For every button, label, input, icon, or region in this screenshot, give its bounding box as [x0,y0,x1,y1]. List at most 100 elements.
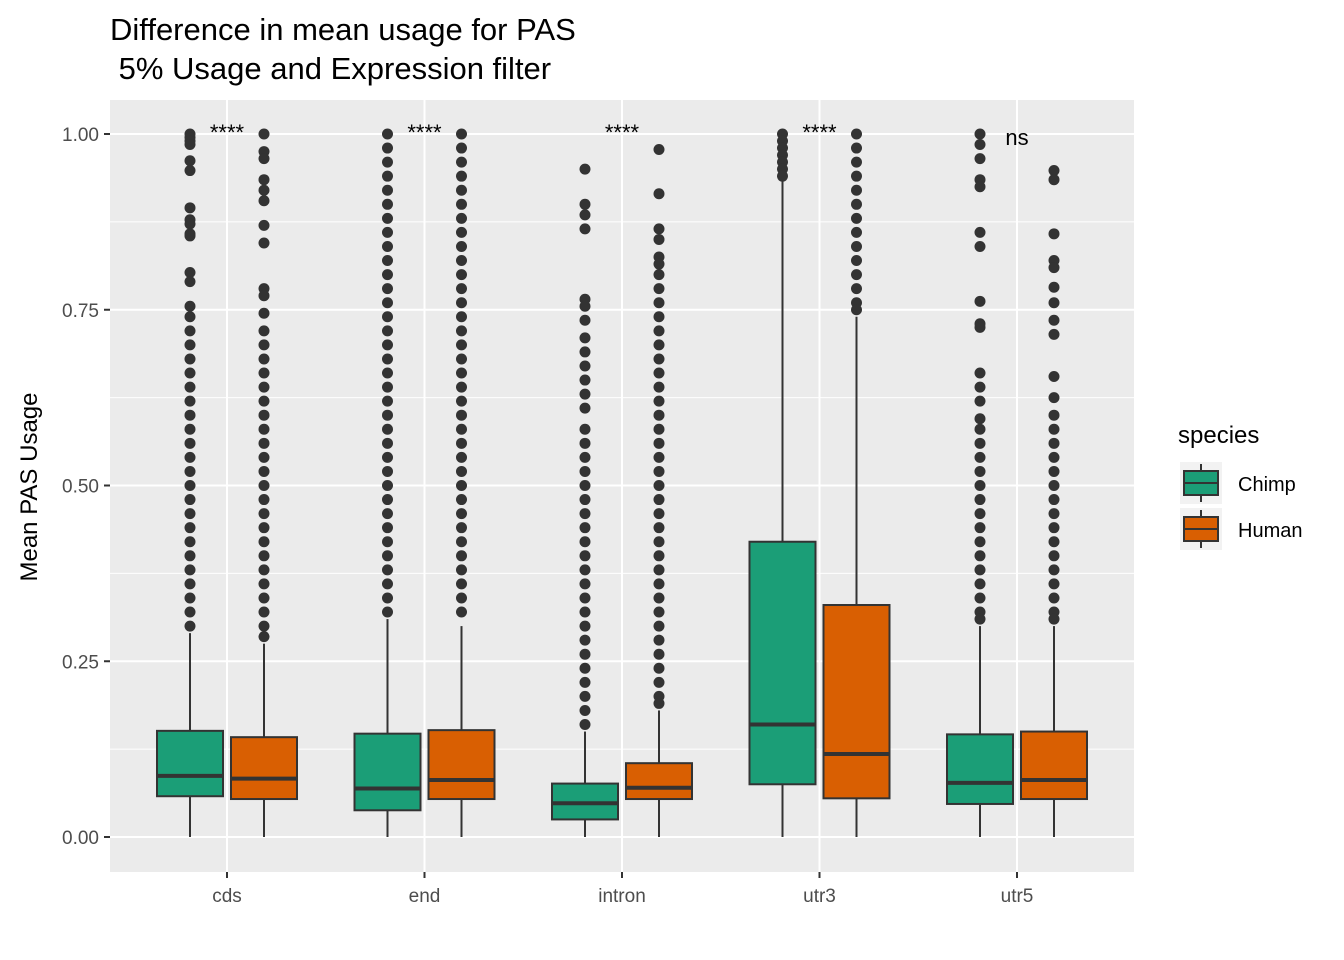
outlier-point [1048,297,1060,309]
outlier-point [653,409,665,421]
outlier-point [653,550,665,562]
outlier-point [974,181,986,193]
outlier-point [258,592,270,604]
outlier-point [382,437,393,449]
outlier-point [851,304,862,316]
outlier-point [851,269,862,281]
box-body [748,540,817,786]
outlier-point [456,198,467,210]
outlier-point [382,184,393,196]
legend-title: species [1178,422,1259,449]
outlier-point [382,339,393,351]
outlier-point [184,218,196,230]
outlier-point [974,451,986,463]
significance-label: ns [1005,125,1028,150]
outlier-point [382,226,393,238]
box-chimp-intron [551,163,619,837]
outlier-point [382,578,393,590]
outlier-point [382,381,393,393]
outlier-point [258,536,270,548]
outlier-point [653,269,665,281]
outlier-point [1048,174,1060,186]
outlier-point [382,564,393,576]
outlier-point [653,283,665,295]
outlier-point [184,480,196,491]
outlier-point [258,437,270,449]
outlier-point [974,508,986,520]
outlier-point [1048,480,1060,491]
outlier-point [653,311,665,323]
outlier-point [456,592,467,604]
outlier-point [1048,613,1060,625]
outlier-point [653,465,665,477]
outlier-point [851,283,862,295]
outlier-point [579,690,591,702]
outlier-point [1048,465,1060,477]
outlier-point [382,269,393,281]
outlier-point [456,184,467,196]
outlier-point [456,240,467,252]
outlier-point [974,321,986,333]
outlier-point [1048,522,1060,534]
box-body [427,729,496,801]
outlier-point [382,409,393,421]
outlier-point [579,423,591,435]
outlier-point [456,128,467,140]
significance-label: **** [407,120,442,145]
outlier-point [382,451,393,463]
outlier-point [579,198,591,210]
outlier-point [258,325,270,337]
outlier-point [258,353,270,365]
outlier-point [258,395,270,407]
outlier-point [184,451,196,463]
outlier-point [258,367,270,379]
x-tick-label: utr3 [803,886,836,907]
outlier-point [851,255,862,267]
outlier-point [382,592,393,604]
outlier-point [653,676,665,688]
outlier-point [258,480,270,491]
outlier-point [258,307,270,319]
outlier-point [456,142,467,154]
y-tick-label: 0.00 [62,828,99,849]
significance-label: **** [802,120,837,145]
outlier-point [258,578,270,590]
outlier-point [653,480,665,491]
outlier-point [184,620,196,632]
outlier-point [184,353,196,365]
outlier-point [382,283,393,295]
outlier-point [184,423,196,435]
outlier-point [653,592,665,604]
outlier-point [579,346,591,358]
outlier-point [184,165,196,177]
box-chimp-cds [156,128,224,837]
outlier-point [258,522,270,534]
outlier-point [974,480,986,491]
outlier-point [184,536,196,548]
outlier-point [258,184,270,196]
outlier-point [1048,592,1060,604]
legend-item-chimp: Chimp [1180,462,1296,504]
outlier-point [184,202,196,214]
outlier-point [974,413,986,425]
outlier-point [653,353,665,365]
box-human-intron [625,143,693,837]
outlier-point [1048,392,1060,404]
outlier-point [456,423,467,435]
outlier-point [579,662,591,674]
outlier-point [456,606,467,618]
outlier-point [184,325,196,337]
outlier-point [184,276,196,288]
outlier-point [258,494,270,506]
outlier-point [382,423,393,435]
y-tick-label: 0.75 [62,301,99,322]
box-body [156,729,224,798]
outlier-point [653,381,665,393]
outlier-point [184,550,196,562]
outlier-point [258,153,270,165]
box-chimp-end [353,128,422,837]
outlier-point [258,620,270,632]
outlier-point [382,311,393,323]
outlier-point [382,353,393,365]
outlier-point [258,381,270,393]
